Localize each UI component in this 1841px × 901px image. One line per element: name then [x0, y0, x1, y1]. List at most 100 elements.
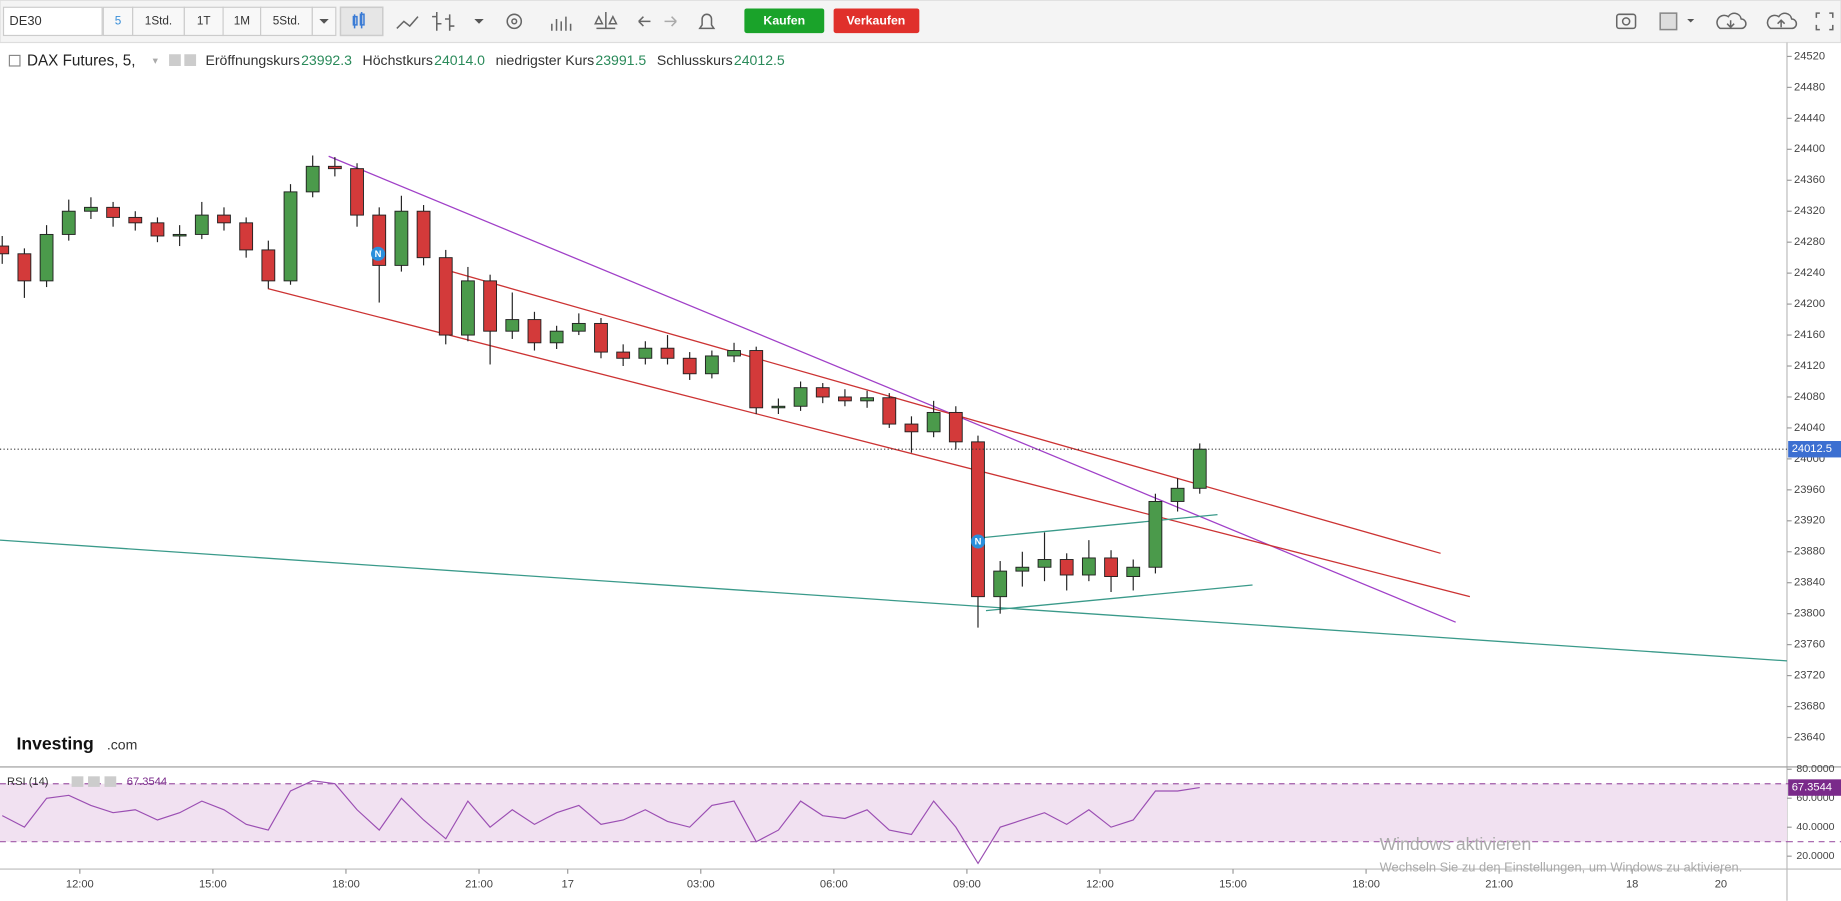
chart-title: DAX Futures, 5,	[27, 52, 135, 69]
trendline	[328, 155, 1456, 623]
y-tick-label: 24440	[1794, 112, 1825, 124]
interval-button[interactable]	[183, 6, 224, 37]
tool-icons	[339, 6, 1834, 37]
y-tick-label: 23800	[1794, 608, 1825, 620]
candle-body	[150, 222, 165, 237]
candle-body	[860, 397, 875, 402]
x-tick-label: 18:00	[332, 878, 360, 890]
candle-body	[771, 405, 786, 409]
title-menu[interactable]: ▾	[153, 55, 159, 67]
y-tick-label: 24080	[1794, 391, 1825, 403]
candle-body	[1192, 448, 1207, 489]
buy-button[interactable]	[744, 8, 825, 34]
buy-label: Kaufen	[763, 14, 805, 28]
trendline	[0, 539, 1787, 662]
y-tick-label: 23720	[1794, 670, 1825, 682]
candle-body	[17, 253, 32, 282]
x-tick-label: 15:00	[1219, 878, 1247, 890]
rsi-icon[interactable]	[104, 776, 117, 787]
y-tick-label: 24400	[1794, 143, 1825, 155]
y-tick-label: 23960	[1794, 484, 1825, 496]
interval-button[interactable]	[222, 6, 262, 37]
sell-button[interactable]	[833, 8, 920, 34]
interval-button[interactable]	[260, 6, 313, 37]
candle-body	[505, 319, 520, 332]
y-tick-label: 23640	[1794, 731, 1825, 743]
collapse-icon[interactable]	[8, 54, 21, 67]
candle-body	[838, 396, 852, 402]
rsi-plot	[0, 780, 1787, 865]
candle-body	[815, 387, 830, 398]
visibility-icon[interactable]	[169, 54, 181, 66]
interval-label: 5Std.	[273, 14, 300, 27]
candle-body	[704, 355, 719, 375]
candle-body	[904, 423, 919, 433]
candle-body	[239, 222, 254, 251]
x-tick-label: 15:00	[199, 878, 227, 890]
candle-body	[1148, 500, 1163, 568]
candle-body	[261, 249, 276, 282]
interval-buttons: 5 1Std. 1T 1M 5Std.	[102, 6, 337, 37]
x-tick-label: 03:00	[687, 878, 715, 890]
candle-body	[527, 319, 542, 344]
settings-icon[interactable]	[184, 54, 197, 66]
rsi-value: 67.3544	[127, 776, 167, 788]
rsi-tag-label: 67.3544	[1792, 782, 1832, 794]
rsi-tick-label: 20.0000	[1796, 850, 1834, 862]
y-tick-label: 24360	[1794, 174, 1825, 186]
y-tick-label: 24520	[1794, 50, 1825, 62]
x-tick-label: 18:00	[1352, 878, 1380, 890]
header-label: Schlusskurs	[657, 52, 733, 68]
ohlc-header: Eröffnungskurs 23992.3 Höchstkurs 24014.0 ni…	[205, 52, 784, 68]
candle-body	[1037, 559, 1052, 568]
header-value: 23991.5	[595, 52, 646, 68]
watermark-text: Wechseln Sie zu den Einstellungen, um Wi…	[1380, 859, 1743, 874]
trendline	[980, 513, 1218, 539]
menu-arrow	[319, 19, 329, 24]
logo-brand: Investing	[16, 733, 93, 753]
y-tick-label: 24040	[1794, 422, 1825, 434]
news-marker[interactable]	[371, 246, 386, 261]
candle-body	[1015, 566, 1030, 572]
candle-body	[594, 322, 608, 353]
header-label: niedrigster Kurs	[496, 52, 595, 68]
candle-body	[106, 206, 121, 218]
candle-body	[971, 441, 985, 598]
y-tick-label: 23760	[1794, 639, 1825, 651]
header-value: 24012.5	[734, 52, 785, 68]
header-value: 24014.0	[434, 52, 485, 68]
logo-suffix: .com	[107, 737, 138, 753]
rsi-tick-label: 80.0000	[1796, 763, 1834, 775]
x-tick-label: 09:00	[953, 878, 981, 890]
y-tick-label: 23880	[1794, 546, 1825, 558]
candle-body	[350, 168, 364, 216]
candle-body	[1059, 559, 1074, 576]
candle-body	[616, 351, 631, 359]
candle-body	[948, 411, 963, 443]
interval-label: 1Std.	[145, 14, 172, 27]
rsi-icon[interactable]	[88, 776, 100, 787]
news-marker[interactable]	[970, 534, 986, 549]
candle-body	[571, 322, 586, 332]
y-tick-label: 24280	[1794, 236, 1825, 248]
candle-body	[217, 214, 231, 224]
candle-body	[638, 347, 653, 359]
y-tick-label: 24120	[1794, 360, 1825, 372]
candle-body	[194, 214, 209, 235]
rsi-line	[1, 780, 1200, 865]
symbol-input[interactable]	[2, 6, 103, 37]
header-label: Höchstkurs	[363, 52, 433, 68]
interval-label: 1T	[197, 14, 211, 27]
header-label: Eröffnungskurs	[205, 52, 299, 68]
rsi-icon[interactable]	[71, 776, 84, 787]
axes: 23640 23680 23720 23760 23800 23840 23880 23920…	[0, 50, 1841, 890]
candle-body	[926, 411, 941, 433]
y-tick-label: 24200	[1794, 298, 1825, 310]
candle-body	[1170, 487, 1185, 502]
last-price-tag	[1788, 440, 1841, 458]
interval-button[interactable]	[102, 6, 134, 37]
x-tick-label: 12:00	[66, 878, 94, 890]
y-tick-label: 24160	[1794, 329, 1825, 341]
